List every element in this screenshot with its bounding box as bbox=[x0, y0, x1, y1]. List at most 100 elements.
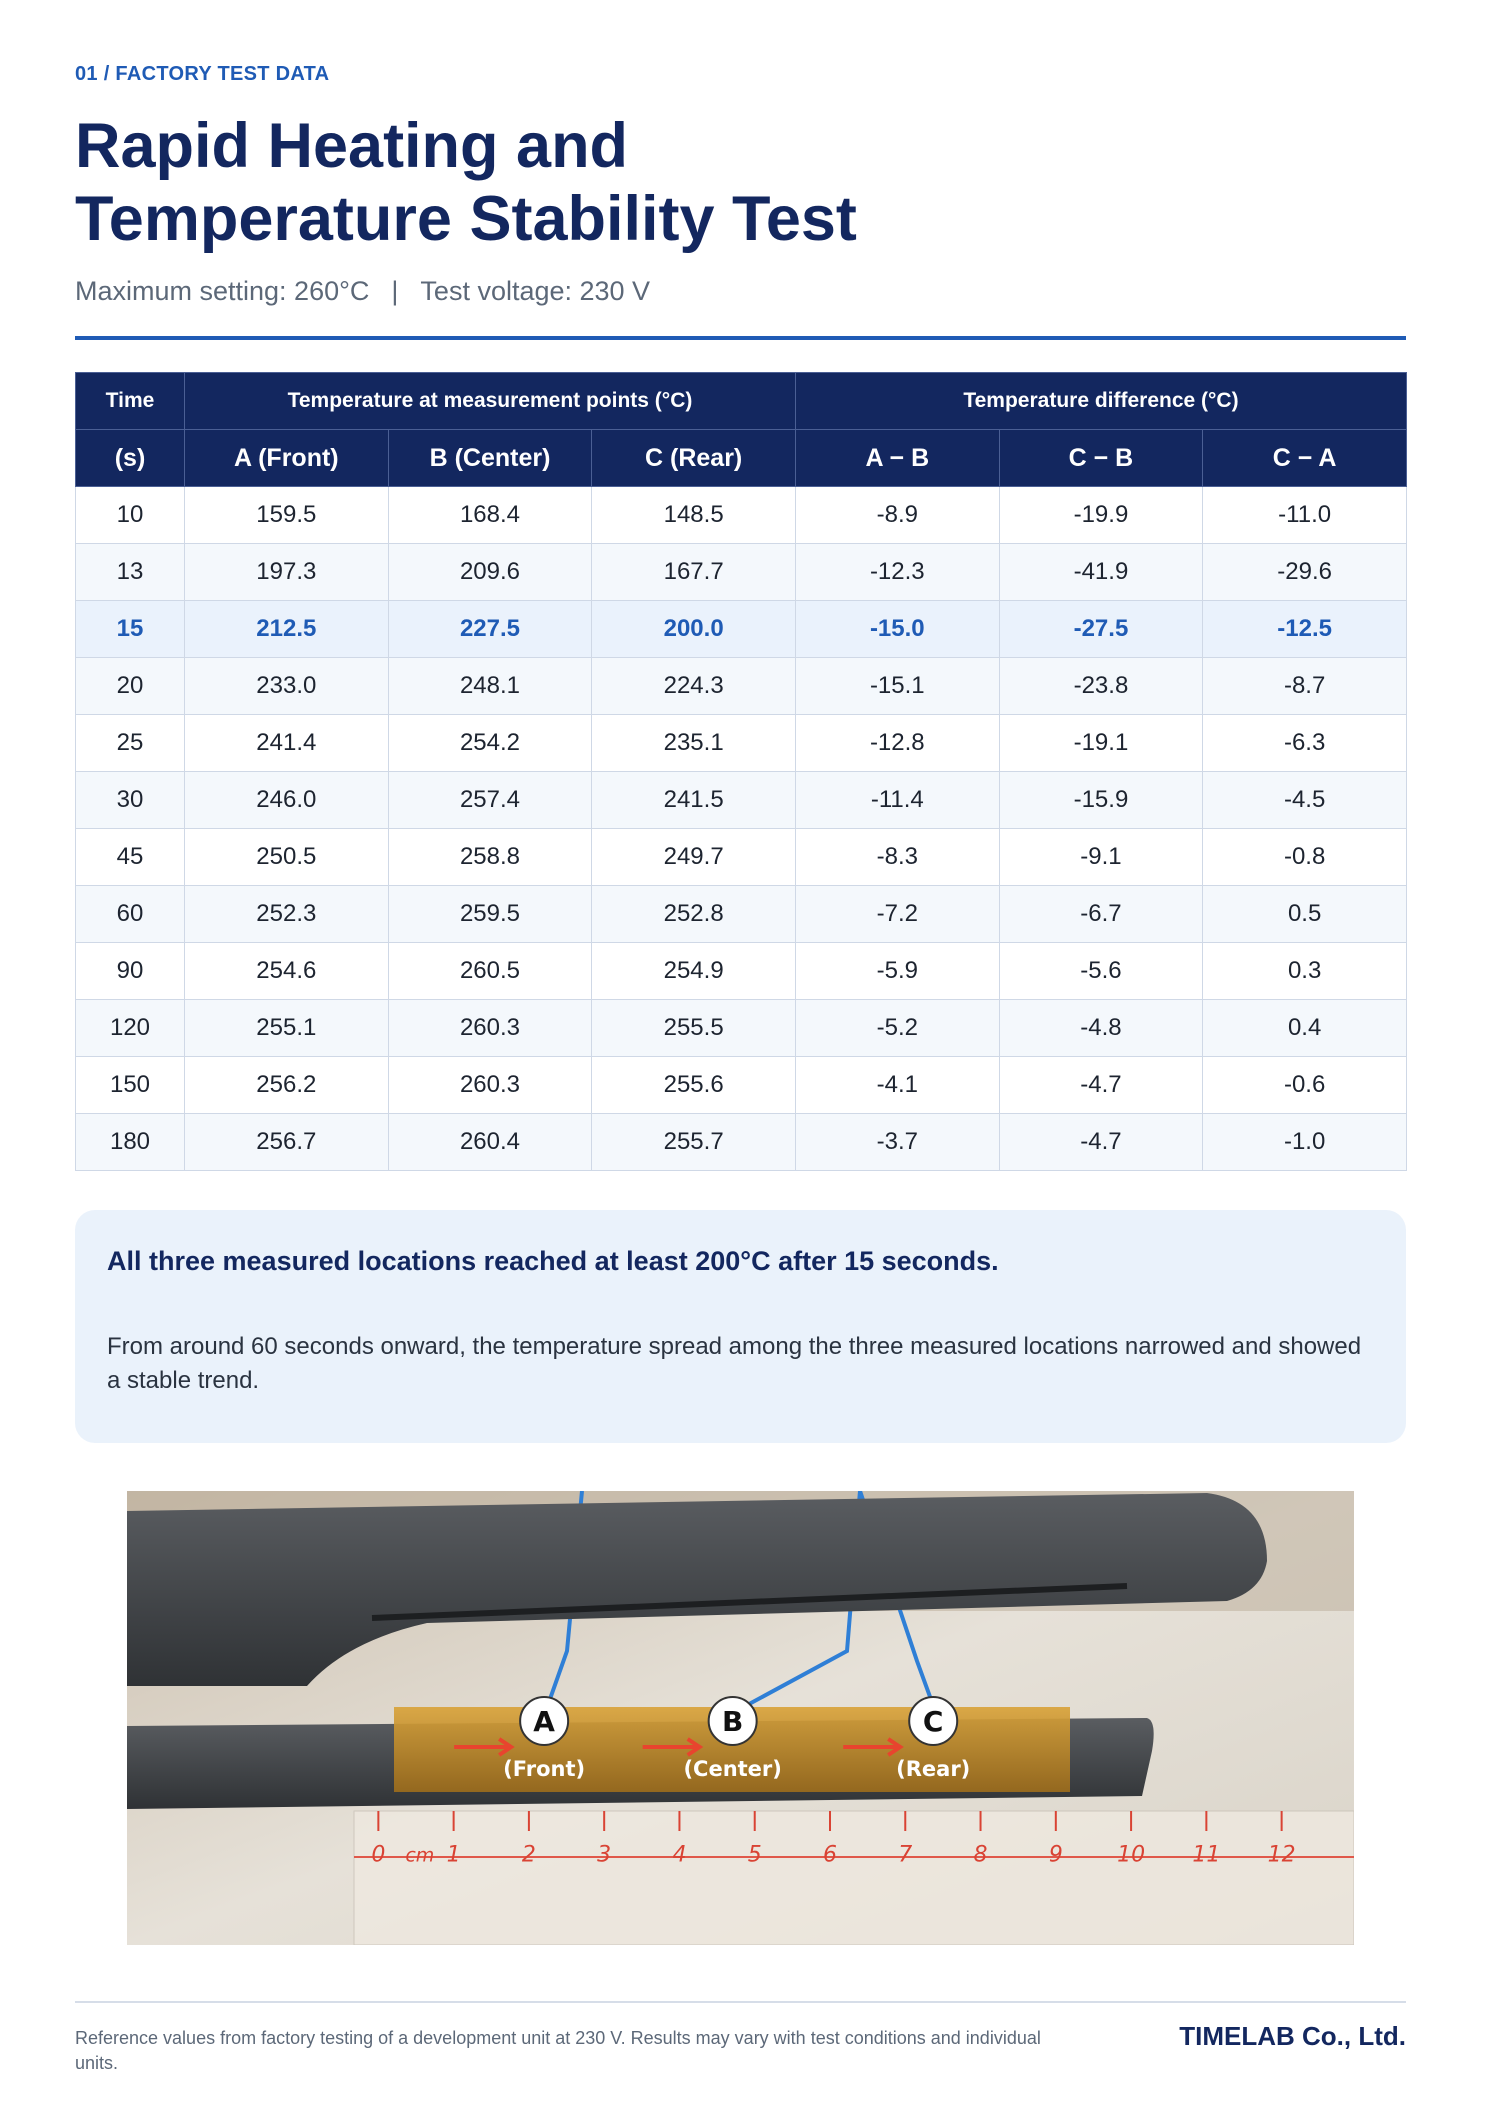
header-cell: A − B bbox=[794, 429, 1000, 487]
header-row: Time Temperature at measurement points (… bbox=[75, 372, 1408, 430]
ruler-unit: cm bbox=[405, 1844, 434, 1866]
subtitle-separator: | bbox=[391, 276, 399, 306]
table-cell: -6.7 bbox=[998, 885, 1204, 943]
table-cell: 260.3 bbox=[387, 999, 593, 1057]
point-marker bbox=[707, 1695, 758, 1746]
table-cell: 250.5 bbox=[184, 828, 389, 886]
table-cell: -1.0 bbox=[1202, 1113, 1407, 1171]
table-cell: 159.5 bbox=[184, 486, 389, 544]
table-row: 150 256.2 260.3 255.6 -4.1 -4.7 -0.6 bbox=[75, 1056, 1407, 1114]
table-cell: 0.3 bbox=[1202, 942, 1407, 1000]
table-cell: 235.1 bbox=[591, 714, 796, 772]
table-cell: 259.5 bbox=[387, 885, 593, 943]
table-cell: 0.5 bbox=[1202, 885, 1407, 943]
table-cell: 241.5 bbox=[591, 771, 796, 829]
ruler-number: 1 bbox=[447, 1842, 461, 1867]
point-label: (Rear) bbox=[896, 1757, 970, 1781]
arrow bbox=[843, 1737, 904, 1757]
footnote: Reference values from factory testing of… bbox=[75, 2028, 1041, 2073]
table-cell: -15.0 bbox=[794, 600, 1000, 658]
table-cell: -4.7 bbox=[998, 1056, 1204, 1114]
table-cell: -4.7 bbox=[998, 1113, 1204, 1171]
ruler-number: 2 bbox=[522, 1842, 536, 1867]
table-cell: 120 bbox=[75, 999, 185, 1057]
table-cell: 168.4 bbox=[387, 486, 593, 544]
table-cell: 180 bbox=[75, 1113, 185, 1171]
title-line: Temperature Stability Test bbox=[75, 184, 857, 254]
table-cell: -7.2 bbox=[794, 885, 1000, 943]
table-cell: -3.7 bbox=[794, 1113, 1000, 1171]
point-marker bbox=[908, 1695, 959, 1746]
ruler-number: 5 bbox=[748, 1842, 762, 1867]
table-cell: 252.8 bbox=[591, 885, 796, 943]
table-cell: 254.2 bbox=[387, 714, 593, 772]
table-cell: 258.8 bbox=[387, 828, 593, 886]
table-row: 25 241.4 254.2 235.1 -12.8 -19.1 -6.3 bbox=[75, 714, 1407, 772]
table-cell: 60 bbox=[75, 885, 185, 943]
table-row: 90 254.6 260.5 254.9 -5.9 -5.6 0.3 bbox=[75, 942, 1407, 1000]
table-cell: -23.8 bbox=[998, 657, 1204, 715]
table-cell: 246.0 bbox=[184, 771, 389, 829]
callout: All three measured locations reached at … bbox=[75, 1210, 1406, 1443]
table-cell: 197.3 bbox=[184, 543, 389, 601]
table-cell: 148.5 bbox=[591, 486, 796, 544]
title: Rapid Heating and Temperature Stability … bbox=[75, 110, 857, 256]
table-row: 15 212.5 227.5 200.0 -15.0 -27.5 -12.5 bbox=[75, 600, 1407, 658]
data-table: Time Temperature at measurement points (… bbox=[75, 372, 1408, 1171]
table-cell: 167.7 bbox=[591, 543, 796, 601]
ruler-number: 9 bbox=[1049, 1842, 1063, 1867]
table-cell: -12.8 bbox=[794, 714, 1000, 772]
table-cell: 260.3 bbox=[387, 1056, 593, 1114]
table-cell: 90 bbox=[75, 942, 185, 1000]
table-cell: -15.1 bbox=[794, 657, 1000, 715]
header-cell: (s) bbox=[75, 429, 185, 487]
point-letter: C bbox=[923, 1705, 944, 1738]
table-row: 120 255.1 260.3 255.5 -5.2 -4.8 0.4 bbox=[75, 999, 1407, 1057]
table-cell: -19.9 bbox=[998, 486, 1204, 544]
table-cell: 252.3 bbox=[184, 885, 389, 943]
table-cell: 20 bbox=[75, 657, 185, 715]
table-cell: -8.9 bbox=[794, 486, 1000, 544]
ruler-number: 6 bbox=[823, 1842, 837, 1867]
eyebrow: 01 / FACTORY TEST DATA bbox=[75, 63, 330, 85]
ruler-number: 4 bbox=[672, 1842, 686, 1867]
table-cell: -12.3 bbox=[794, 543, 1000, 601]
table-cell: -11.0 bbox=[1202, 486, 1407, 544]
divider bbox=[75, 336, 1406, 340]
table-cell: 255.7 bbox=[591, 1113, 796, 1171]
ruler-number: 11 bbox=[1192, 1842, 1220, 1867]
table-row: 10 159.5 168.4 148.5 -8.9 -19.9 -11.0 bbox=[75, 486, 1407, 544]
table-cell: 209.6 bbox=[387, 543, 593, 601]
table-cell: -9.1 bbox=[998, 828, 1204, 886]
header-cell: C − A bbox=[1202, 429, 1407, 487]
arrow bbox=[642, 1737, 704, 1757]
point-letter: B bbox=[722, 1705, 743, 1738]
table-cell: -4.1 bbox=[794, 1056, 1000, 1114]
ruler-number: 0 bbox=[371, 1842, 385, 1867]
table-cell: 255.6 bbox=[591, 1056, 796, 1114]
table-cell: -4.8 bbox=[998, 999, 1204, 1057]
vent bbox=[371, 1583, 1128, 1621]
point-label: (Center) bbox=[683, 1757, 781, 1781]
subtitle: Maximum setting: 260°C | Test voltage: 230… bbox=[75, 276, 650, 307]
table-cell: 13 bbox=[75, 543, 185, 601]
header-cell: Temperature difference (°C) bbox=[794, 372, 1408, 430]
point-label: (Front) bbox=[503, 1757, 585, 1781]
table-cell: 255.1 bbox=[184, 999, 389, 1057]
callout-body: From around 60 seconds onward, the tempe… bbox=[107, 1333, 1362, 1394]
table-cell: 260.4 bbox=[387, 1113, 593, 1171]
table-cell: -29.6 bbox=[1202, 543, 1407, 601]
subtitle-part: Maximum setting: 260°C bbox=[75, 276, 370, 306]
table-cell: -8.7 bbox=[1202, 657, 1407, 715]
ruler-number: 7 bbox=[898, 1842, 912, 1867]
table-cell: 45 bbox=[75, 828, 185, 886]
table-cell: 233.0 bbox=[184, 657, 389, 715]
table-row: 60 252.3 259.5 252.8 -7.2 -6.7 0.5 bbox=[75, 885, 1407, 943]
table-cell: 256.7 bbox=[184, 1113, 389, 1171]
upper-plate bbox=[127, 1493, 1267, 1686]
table-cell: 227.5 bbox=[387, 600, 593, 658]
footer-divider bbox=[75, 2001, 1406, 2003]
table-cell: -5.6 bbox=[998, 942, 1204, 1000]
